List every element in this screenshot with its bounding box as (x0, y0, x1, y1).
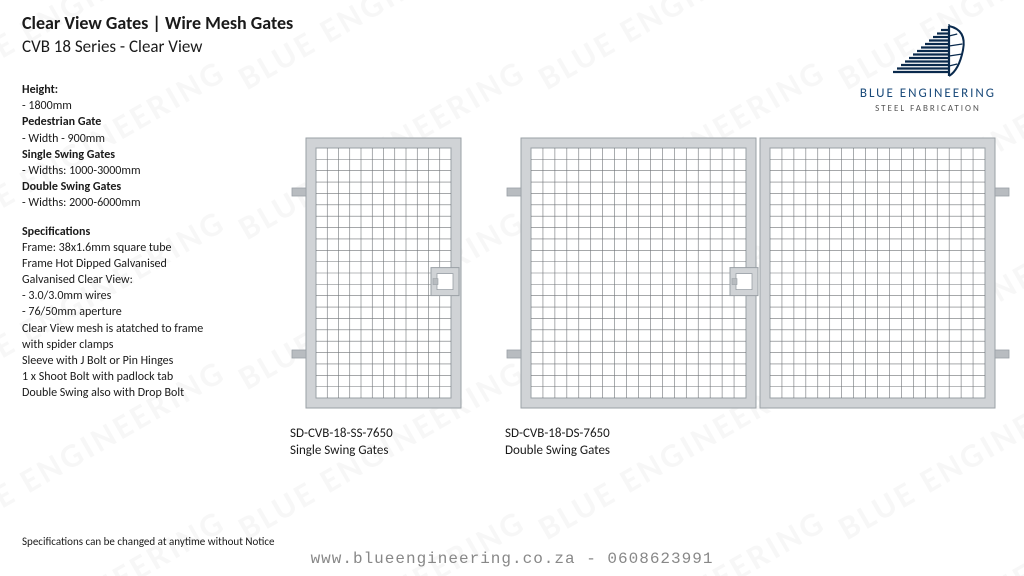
spec-line: Frame Hot Dipped Galvanised (22, 256, 262, 272)
spec-line: Frame: 38x1.6mm square tube (22, 240, 262, 256)
spec-line: - 3.0/3.0mm wires (22, 288, 262, 304)
single-swing-value: - Widths: 1000-3000mm (22, 163, 262, 179)
single-swing-gate: SD-CVB-18-SS-7650 Single Swing Gates (290, 136, 477, 460)
spec-line: 1 x Shoot Bolt with padlock tab (22, 369, 262, 385)
company-tagline: STEEL FABRICATION (860, 103, 996, 114)
single-swing-label: Single Swing Gates (22, 147, 262, 163)
specifications-block: Height: - 1800mm Pedestrian Gate - Width… (22, 82, 262, 402)
single-gate-code: SD-CVB-18-SS-7650 (290, 426, 393, 441)
specifications-header: Specifications (22, 224, 262, 240)
spec-line: Galvanised Clear View: (22, 272, 262, 288)
page-title: Clear View Gates | Wire Mesh Gates (22, 12, 293, 34)
double-swing-gate: SD-CVB-18-DS-7650 Double Swing Gates (505, 136, 1011, 460)
gate-diagrams: SD-CVB-18-SS-7650 Single Swing Gates SD-… (290, 140, 1014, 460)
height-label: Height: (22, 82, 262, 98)
pedestrian-value: - Width - 900mm (22, 131, 262, 147)
pedestrian-label: Pedestrian Gate (22, 114, 262, 130)
height-value: - 1800mm (22, 98, 262, 114)
single-gate-label: Single Swing Gates (290, 443, 388, 458)
double-gate-code: SD-CVB-18-DS-7650 (505, 426, 610, 441)
double-gate-label: Double Swing Gates (505, 443, 610, 458)
spec-line: Sleeve with J Bolt or Pin Hinges (22, 353, 262, 369)
company-logo: BLUE ENGINEERING STEEL FABRICATION (860, 20, 996, 114)
spec-line: - 76/50mm aperture (22, 304, 262, 320)
disclaimer-text: Specifications can be changed at anytime… (22, 535, 275, 548)
company-name: BLUE ENGINEERING (860, 86, 996, 101)
double-swing-value: - Widths: 2000-6000mm (22, 195, 262, 211)
spec-line: Double Swing also with Drop Bolt (22, 385, 262, 401)
footer-contact: www.blueengineering.co.za - 0608623991 (0, 550, 1024, 568)
double-swing-label: Double Swing Gates (22, 179, 262, 195)
page-subtitle: CVB 18 Series - Clear View (22, 36, 293, 57)
spec-line: Clear View mesh is atatched to frame (22, 321, 262, 337)
spec-line: with spider clamps (22, 337, 262, 353)
